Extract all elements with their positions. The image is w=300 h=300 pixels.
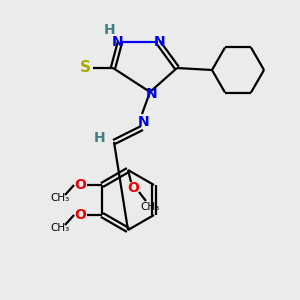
Text: N: N [138, 115, 150, 129]
Text: O: O [127, 181, 139, 195]
Text: CH₃: CH₃ [140, 202, 160, 212]
Text: S: S [80, 61, 91, 76]
Text: O: O [74, 178, 86, 192]
Text: N: N [146, 87, 158, 101]
Text: H: H [104, 23, 116, 37]
Text: N: N [112, 35, 124, 49]
Text: N: N [154, 35, 166, 49]
Text: CH₃: CH₃ [50, 193, 70, 203]
Text: CH₃: CH₃ [50, 223, 70, 233]
Text: O: O [74, 208, 86, 222]
Text: H: H [94, 131, 106, 145]
